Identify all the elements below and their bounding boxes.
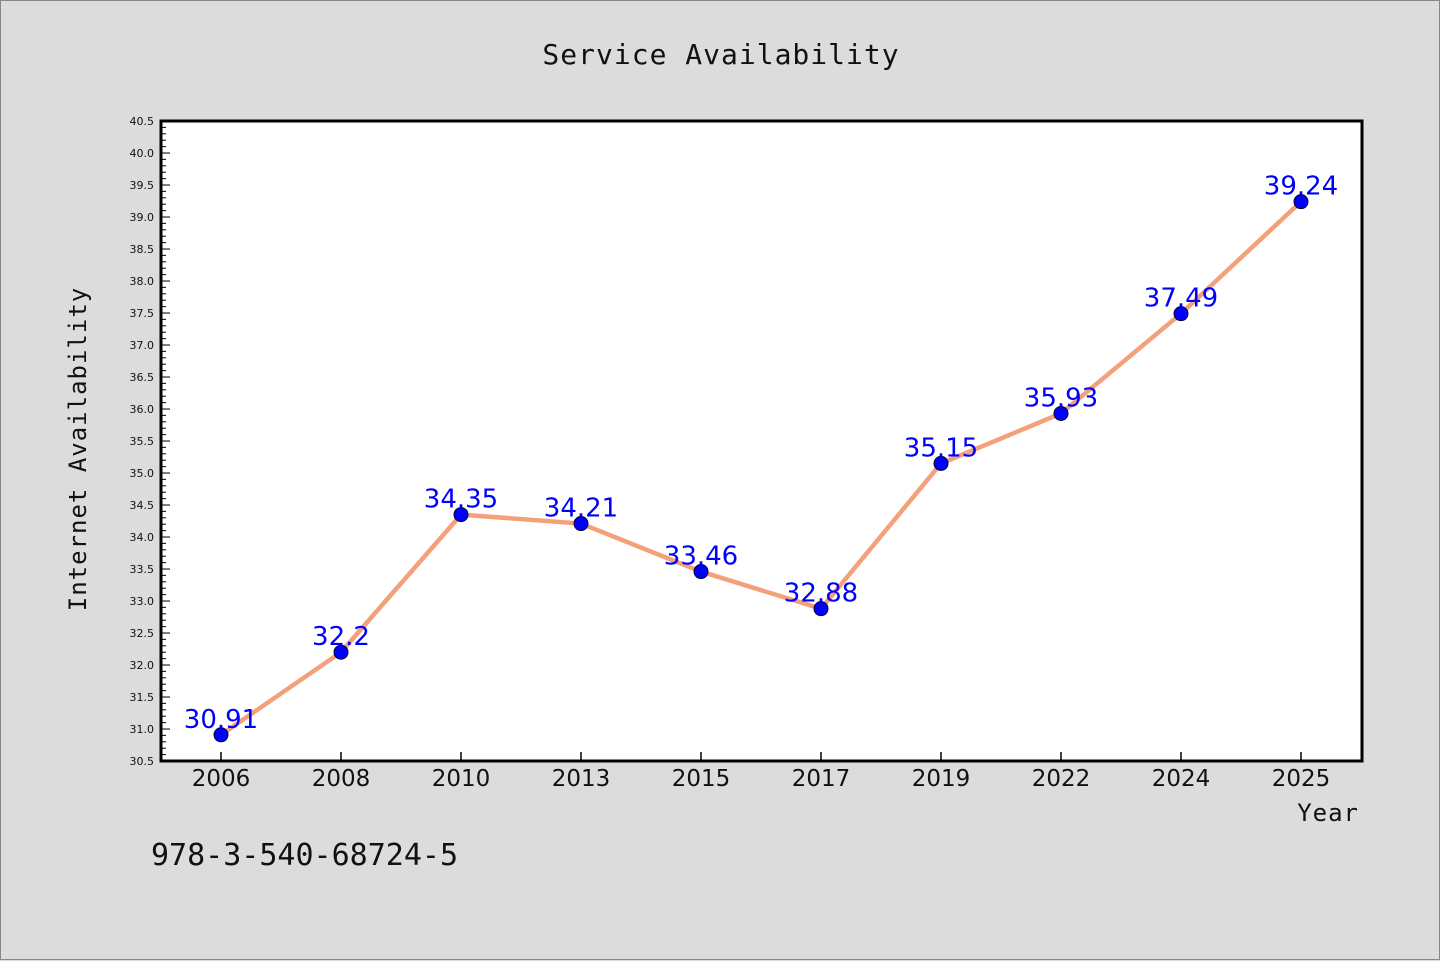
data-point [1173,306,1189,322]
data-point [333,644,349,660]
data-point [1293,194,1309,210]
data-labels: 30.91 32.2 34.35 34.21 33.46 32.88 35.15 35.93 3… [184,172,1338,735]
x-axis: 2006 2008 2010 2013 2015 2017 2019 2022 2024 2025 [192,752,1331,792]
y-tick-label: 35.5 [130,435,155,448]
data-label: 34.21 [544,494,618,524]
y-tick-label: 31.0 [130,723,155,736]
x-tick-label: 2013 [552,766,611,792]
y-tick-label: 33.0 [130,595,155,608]
y-tick-label: 39.5 [130,179,155,192]
x-tick-label: 2015 [672,766,731,792]
y-tick-label: 38.0 [130,275,155,288]
y-tick-label: 34.5 [130,499,155,512]
data-label: 32.88 [784,579,858,609]
x-tick-label: 2017 [792,766,851,792]
y-tick-label: 40.0 [130,147,155,160]
y-tick-label: 32.5 [130,627,155,640]
series-line [218,199,1304,738]
y-tick-label: 30.5 [130,755,155,768]
y-tick-label: 40.5 [130,115,155,128]
x-tick-label: 2008 [312,766,371,792]
y-tick-label: 36.5 [130,371,155,384]
data-label: 33.46 [664,542,738,572]
y-tick-label: 39.0 [130,211,155,224]
data-point [213,727,229,743]
y-axis: 30.5 31.0 31.5 32.0 32.5 33.0 33.5 34.0 34.5 35.0… [130,115,170,768]
data-label: 34.35 [424,485,498,515]
data-point [693,564,709,580]
data-point [453,507,469,523]
x-tick-label: 2006 [192,766,251,792]
y-tick-label: 35.0 [130,467,155,480]
y-tick-label: 34.0 [130,531,155,544]
x-axis-label: Year [1297,799,1359,827]
data-point [1053,405,1069,421]
data-label: 35.15 [904,433,978,463]
x-tick-label: 2025 [1272,766,1331,792]
data-label: 35.93 [1024,383,1098,413]
y-tick-label: 31.5 [130,691,155,704]
data-point [933,455,949,471]
footer-text: 978-3-540-68724-5 [151,838,458,873]
y-tick-label: 32.0 [130,659,155,672]
data-point [573,516,589,532]
x-tick-label: 2022 [1032,766,1091,792]
y-tick-label: 33.5 [130,563,155,576]
y-tick-label: 37.0 [130,339,155,352]
series-group [213,194,1309,743]
x-tick-label: 2010 [432,766,491,792]
data-point [813,601,829,617]
plot-area [159,119,1364,763]
x-tick-label: 2024 [1152,766,1211,792]
y-tick-label: 37.5 [130,307,155,320]
data-label: 39.24 [1264,172,1338,202]
data-label: 37.49 [1144,284,1218,314]
y-tick-label: 38.5 [130,243,155,256]
y-tick-label: 36.0 [130,403,155,416]
y-axis-label: Internet Availability [64,287,92,611]
chart-title: Service Availability [542,38,899,71]
x-tick-label: 2019 [912,766,971,792]
data-label: 30.91 [184,705,258,735]
data-label: 32.2 [312,622,370,652]
